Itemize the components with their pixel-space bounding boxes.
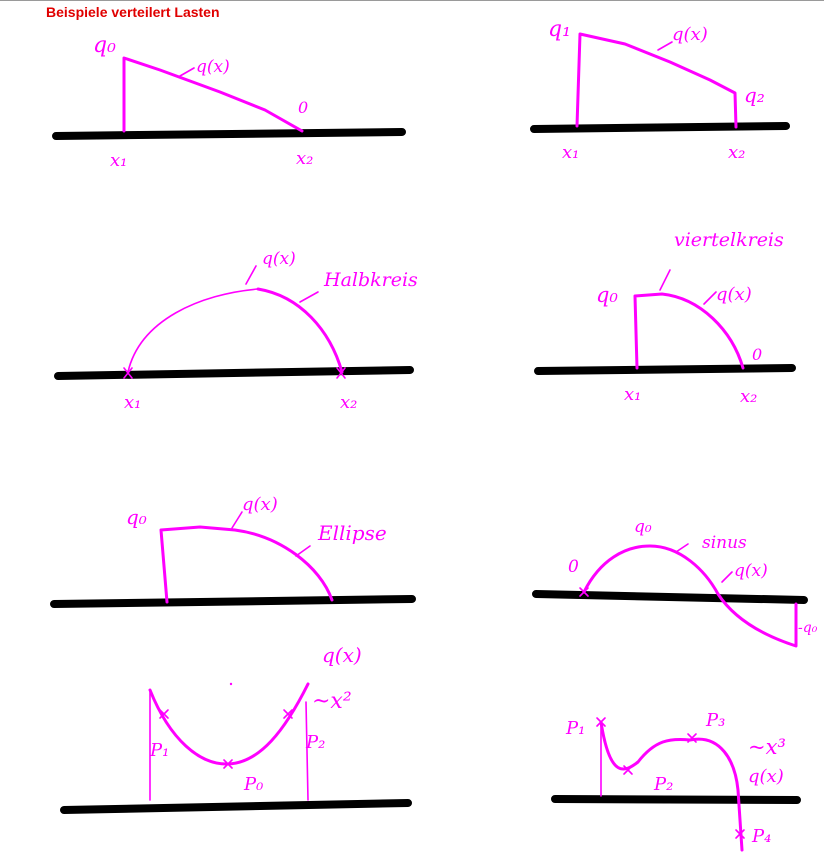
load-curve [148,682,310,766]
dot [229,682,233,686]
pointer-qx [703,291,717,305]
page-title: Beispiele verteilert Lasten [46,4,220,20]
label-qx: q(x) [262,249,296,269]
beam [50,595,416,608]
mark-p2 [283,709,293,719]
mark-p3 [687,733,697,743]
mark-p1 [596,717,606,727]
diagram-semicircle-load: q(x) Halbkreis x₁ x₂ [54,249,418,413]
diagram-quarter-circle-load: viertelkreis q₀ q(x) 0 x₁ x₂ [534,229,796,407]
top-border [0,0,824,1]
beam [60,799,412,814]
beam [534,364,796,375]
label-p4: P₄ [751,826,771,847]
label-qx: q(x) [748,766,784,787]
mark-p1 [159,709,169,719]
label-name: Halbkreis [323,269,418,291]
label-q0: q₀ [634,517,652,537]
label-x2: x₂ [340,392,357,413]
beam [52,128,406,140]
label-p0: P₀ [243,774,263,795]
mark-x2 [336,367,346,379]
mark-p4 [735,829,745,839]
label-x1: x₁ [124,392,141,413]
diagram-trapezoidal-load: q₁ q(x) q₂ x₁ x₂ [530,17,790,163]
pointer-name [659,269,671,291]
pointer [179,67,195,77]
diagram-cubic-load: P₁ P₂ P₃ ~x³ q(x) P₄ [551,710,801,852]
label-name: viertelkreis [674,229,784,251]
label-qx: q(x) [242,494,278,515]
label-qx: q(x) [716,284,752,305]
label-eq: ~x² [312,689,352,714]
pointer-qx [231,511,243,529]
beam [551,795,801,804]
label-neg: -q₀ [798,620,818,636]
mark-p2 [623,765,633,775]
label-p1: P₁ [149,740,169,761]
label-zero: 0 [298,98,308,117]
label-p3: P₃ [705,710,725,731]
load-curve-right [256,287,344,374]
label-q0: q₀ [93,33,116,58]
label-p1: P₁ [565,718,585,739]
diagram-ellipse-load: q₀ q(x) Ellipse [50,494,416,608]
label-qx: q(x) [734,561,768,581]
label-x2: x₂ [740,386,757,407]
beam [532,590,808,604]
support-right [305,701,309,801]
label-x2: x₂ [728,142,745,163]
label-q2: q₂ [744,83,765,107]
diagram-parabolic-load: q(x) ~x² P₁ P₂ P₀ [60,643,412,814]
load-curve [633,292,745,370]
label-name: sinus [702,533,747,553]
diagram-triangular-load: q₀ q(x) 0 x₁ x₂ [52,33,406,171]
label-x1: x₁ [110,150,127,171]
mark-x1 [123,367,133,379]
load-curve [599,720,744,852]
beam [530,122,790,133]
label-name: Ellipse [317,521,387,545]
label-p2: P₂ [653,774,673,795]
label-q0: q₀ [126,505,147,529]
pointer-qx [245,265,257,285]
load-curve [575,32,738,129]
mark-p0 [223,759,233,769]
mark-zero [579,587,589,597]
label-qx: q(x) [322,643,362,667]
label-qx: q(x) [672,24,708,45]
pointer-name [295,545,311,557]
pointer-name [299,291,319,303]
label-eq: ~x³ [748,735,786,759]
label-zero: 0 [568,557,579,577]
load-curve [159,525,334,604]
load-curve-left [127,288,259,373]
label-x2: x₂ [296,148,313,169]
pointer [657,41,673,51]
beam [54,366,414,380]
label-x1: x₁ [562,142,579,163]
load-curve [122,56,304,133]
label-q1: q₁ [548,17,571,42]
load-curve [582,544,798,648]
diagram-sine-load: 0 q₀ sinus q(x) -q₀ [532,517,818,648]
label-q0: q₀ [596,283,618,307]
pointer-qx [721,571,733,583]
label-qx: q(x) [196,57,230,77]
pointer-name [675,543,689,553]
label-zero: 0 [752,345,762,364]
label-x1: x₁ [624,384,641,405]
label-p2: P₂ [305,732,325,753]
